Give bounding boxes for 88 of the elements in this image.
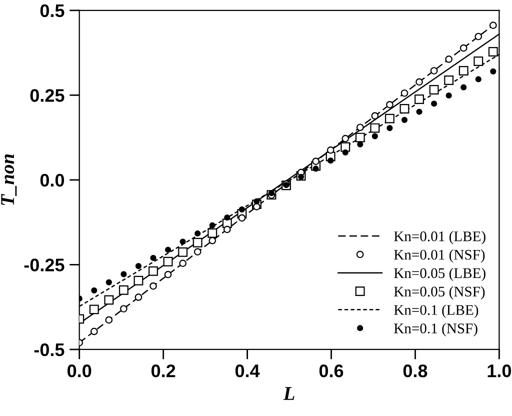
point xyxy=(326,146,334,154)
y-tick-label: -0.25 xyxy=(24,258,64,272)
point xyxy=(429,85,439,94)
legend-label: Kn=0.01 (LBE) xyxy=(394,231,486,244)
point xyxy=(268,190,275,196)
point xyxy=(342,134,350,142)
point xyxy=(475,76,482,82)
point xyxy=(490,68,496,74)
point xyxy=(400,89,408,97)
point xyxy=(430,100,438,107)
point xyxy=(444,76,454,85)
point xyxy=(416,108,422,115)
point xyxy=(224,214,230,221)
point xyxy=(371,112,379,120)
y-tick-label: 0.5 xyxy=(40,4,64,18)
point xyxy=(89,304,99,314)
y-tick-label: 0.0 xyxy=(40,174,64,187)
point xyxy=(208,228,218,238)
point xyxy=(135,262,142,270)
point xyxy=(342,149,348,156)
point xyxy=(105,316,113,324)
point xyxy=(194,230,201,237)
point xyxy=(328,158,334,164)
point xyxy=(445,56,452,63)
point xyxy=(401,116,408,123)
point xyxy=(194,248,202,256)
point xyxy=(474,56,484,66)
point xyxy=(458,66,468,76)
point xyxy=(223,226,231,234)
point xyxy=(106,279,112,286)
point xyxy=(238,214,246,222)
point xyxy=(357,141,364,148)
point xyxy=(356,124,364,132)
point xyxy=(460,44,468,52)
legend-label: Kn=0.1 (NSF) xyxy=(394,323,478,336)
point xyxy=(372,133,378,140)
point xyxy=(91,287,98,294)
x-tick-label: 0.6 xyxy=(319,364,344,378)
point xyxy=(298,174,304,180)
point xyxy=(134,294,142,301)
point xyxy=(120,271,127,278)
point xyxy=(104,295,114,305)
point xyxy=(148,266,158,276)
y-tick-label: 0.25 xyxy=(30,89,64,102)
point xyxy=(355,132,365,142)
point xyxy=(400,104,410,114)
point xyxy=(118,285,128,295)
legend-label: Kn=0.05 (NSF) xyxy=(394,286,485,300)
x-axis-title: L xyxy=(283,387,294,400)
point xyxy=(446,92,452,99)
point xyxy=(178,247,188,257)
legend-label: Kn=0.05 (LBE) xyxy=(394,268,486,282)
point xyxy=(150,282,157,290)
point xyxy=(238,206,245,212)
point xyxy=(416,78,423,86)
y-tick-label: -0.5 xyxy=(34,343,64,356)
x-tick-label: 0.2 xyxy=(151,364,176,378)
x-tick-label: 0.0 xyxy=(68,364,92,378)
x-tick-label: 0.8 xyxy=(403,364,428,378)
point xyxy=(312,158,320,165)
point xyxy=(120,305,128,312)
point xyxy=(386,124,393,132)
point xyxy=(90,328,98,336)
x-tick-label: 1.0 xyxy=(488,364,512,378)
point xyxy=(180,238,186,245)
point xyxy=(209,222,216,228)
legend-label: Kn=0.01 (NSF) xyxy=(394,249,485,263)
point xyxy=(386,100,394,108)
point xyxy=(150,254,156,261)
point xyxy=(164,270,172,278)
point xyxy=(192,238,202,248)
y-axis-title: T_non xyxy=(1,154,17,205)
point xyxy=(179,260,186,268)
point xyxy=(134,276,144,286)
point xyxy=(370,123,380,133)
point xyxy=(460,84,467,90)
point xyxy=(253,203,260,210)
point xyxy=(384,114,394,124)
point xyxy=(163,256,173,266)
point xyxy=(474,32,482,40)
point xyxy=(489,22,497,29)
legend-label: Kn=0.1 (LBE) xyxy=(394,304,478,318)
point xyxy=(488,47,498,56)
point xyxy=(164,246,172,253)
x-tick-label: 0.4 xyxy=(235,364,260,378)
point xyxy=(208,236,216,244)
point xyxy=(414,94,424,104)
point xyxy=(430,67,438,74)
